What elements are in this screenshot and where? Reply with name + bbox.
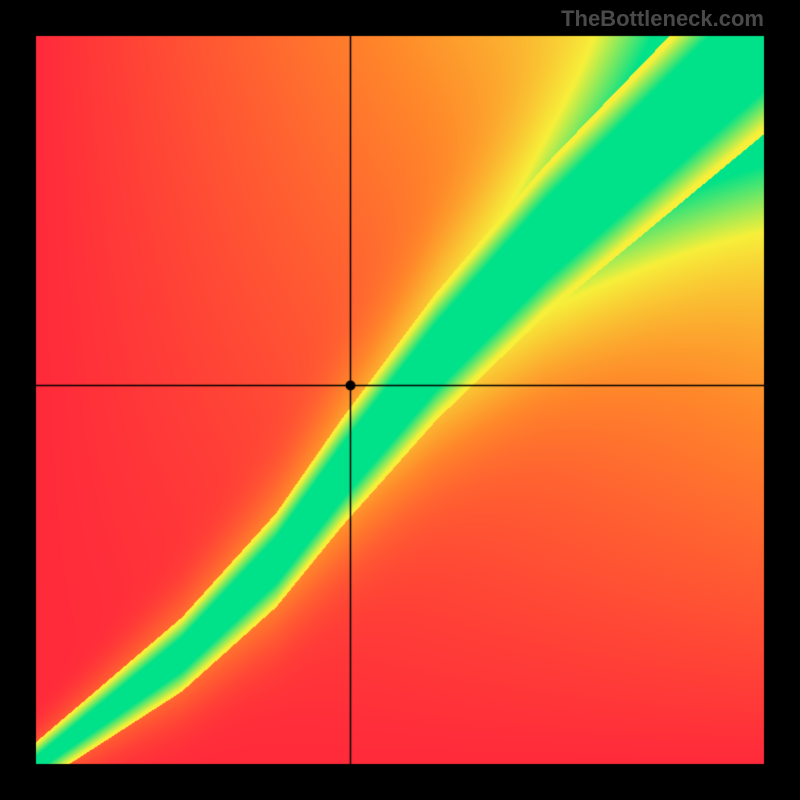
chart-container: TheBottleneck.com — [0, 0, 800, 800]
bottleneck-heatmap — [0, 0, 800, 800]
watermark-text: TheBottleneck.com — [561, 6, 764, 32]
